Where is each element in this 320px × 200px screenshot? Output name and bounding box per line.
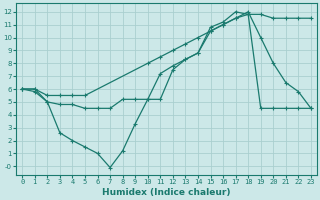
X-axis label: Humidex (Indice chaleur): Humidex (Indice chaleur) (102, 188, 231, 197)
